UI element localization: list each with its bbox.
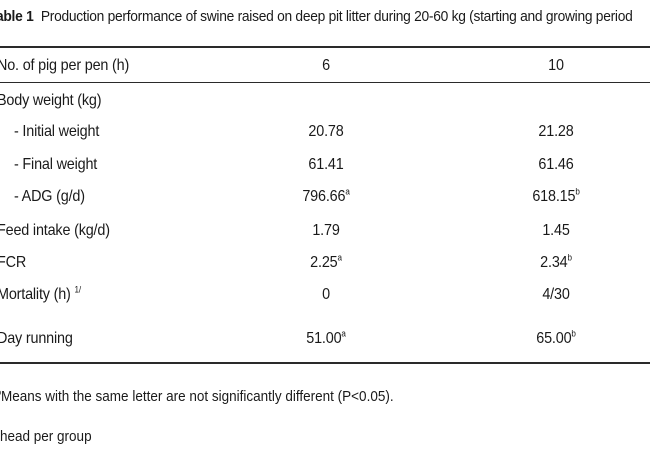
note-text: Means with the same letter are not signi… [1, 388, 394, 405]
significance-letter: b [575, 186, 580, 197]
value-text: 61.46 [538, 156, 574, 173]
row-label: Day running [0, 330, 73, 348]
value-text: 51.00 [306, 330, 342, 347]
value-10-pigs: 21.28 [502, 123, 610, 141]
value-6-pigs: 51.00a [272, 328, 380, 348]
top-rule [0, 46, 650, 48]
row-label: Body weight (kg) [0, 92, 102, 110]
value-6-pigs: 61.41 [272, 156, 380, 174]
value-10-pigs: 1.45 [502, 222, 610, 240]
value-text: 796.66 [302, 188, 346, 205]
value-text: 20.78 [308, 123, 344, 140]
value-10-pigs: 61.46 [502, 156, 610, 174]
value-text: 61.41 [308, 156, 344, 173]
value-text: 65.00 [536, 330, 572, 347]
row-label-text: Body weight (kg) [0, 92, 102, 109]
value-text: 1.79 [312, 222, 340, 239]
table-caption: able 1 Production performance of swine ra… [0, 8, 640, 25]
row-label-text: - ADG (g/d) [14, 188, 85, 205]
value-text: 21.28 [538, 123, 574, 140]
value-10-pigs: 618.15b [502, 186, 610, 206]
significance-letter: a [337, 252, 342, 263]
bottom-rule [0, 362, 650, 364]
table-number: able 1 [0, 8, 34, 25]
row-label: - ADG (g/d) [14, 188, 85, 206]
significance-letter: b [571, 328, 576, 339]
header-col-6: 6 [322, 57, 330, 74]
row-label-text: - Final weight [14, 156, 98, 173]
significance-letter: b [567, 252, 572, 263]
head-note-text: head per group [0, 428, 92, 445]
significance-letter: a [341, 328, 346, 339]
value-10-pigs: 2.34b [502, 252, 610, 272]
value-10-pigs: 65.00b [502, 328, 610, 348]
value-6-pigs: 20.78 [272, 123, 380, 141]
header-rule [0, 82, 650, 83]
value-text: 0 [322, 286, 330, 303]
value-text: 1.45 [542, 222, 570, 239]
row-label-text: - Initial weight [14, 123, 100, 140]
value-6-pigs: 796.66a [272, 186, 380, 206]
head-note: head per group [0, 428, 92, 445]
row-label-text: Mortality (h) [0, 286, 71, 303]
row-label-text: Day running [0, 330, 73, 347]
value-text: 618.15 [532, 188, 576, 205]
header-col-label: No. of pig per pen (h) [0, 57, 130, 74]
row-label-text: FCR [0, 254, 27, 271]
row-label: - Initial weight [14, 123, 99, 141]
value-6-pigs: 2.25a [272, 252, 380, 272]
row-label: FCR [0, 254, 26, 272]
header-col-10: 10 [548, 57, 564, 74]
value-6-pigs: 0 [272, 286, 380, 304]
value-text: 4/30 [542, 286, 570, 303]
row-label: Mortality (h) 1/ [0, 284, 81, 304]
significance-letter: a [345, 186, 350, 197]
value-text: 2.25 [310, 254, 338, 271]
row-label-text: Feed intake (kg/d) [0, 222, 110, 239]
row-label: - Final weight [14, 156, 97, 174]
value-6-pigs: 1.79 [272, 222, 380, 240]
table-title: Production performance of swine raised o… [40, 8, 633, 25]
note-marker: b [0, 388, 1, 397]
value-10-pigs: 4/30 [502, 286, 610, 304]
footnote-marker: 1/ [74, 284, 81, 295]
value-text: 2.34 [540, 254, 568, 271]
row-label: Feed intake (kg/d) [0, 222, 110, 240]
